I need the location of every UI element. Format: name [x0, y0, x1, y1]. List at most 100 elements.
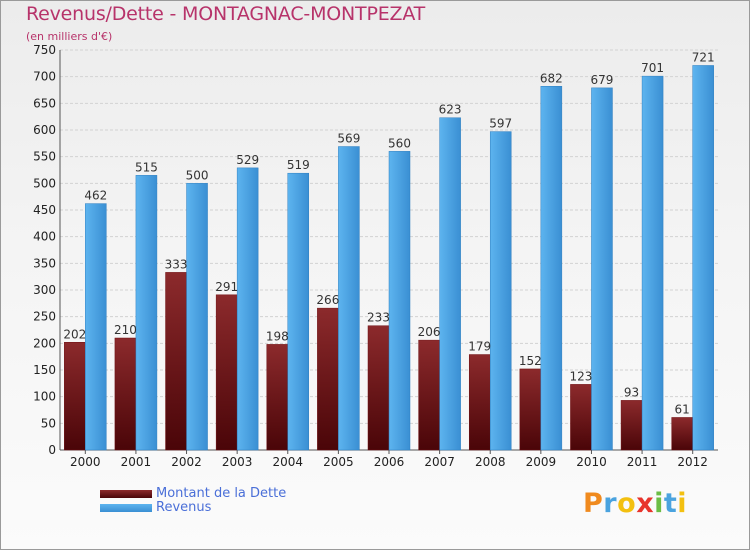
data-label-revenus: 529 [236, 153, 259, 167]
data-label-dette: 179 [468, 340, 491, 354]
data-label-dette: 266 [316, 293, 339, 307]
x-tick-label: 2011 [627, 455, 658, 469]
x-tick-label: 2009 [526, 455, 557, 469]
data-label-dette: 206 [418, 325, 441, 339]
bar-revenus [540, 86, 563, 451]
x-tick-label: 2003 [222, 455, 253, 469]
data-label-revenus: 701 [641, 61, 664, 75]
legend-swatch-dette [100, 490, 152, 498]
y-tick-label: 0 [48, 443, 56, 457]
chart-subtitle: (en milliers d'€) [26, 30, 113, 43]
x-tick-label: 2005 [323, 455, 354, 469]
data-label-dette: 291 [215, 280, 238, 294]
bar-revenus [692, 65, 714, 451]
legend-item-dette: Montant de la Dette [100, 487, 286, 501]
data-label-dette: 210 [114, 323, 137, 337]
logo-letter: x [636, 488, 655, 519]
bar-dette [418, 339, 440, 451]
x-tick-label: 2004 [272, 455, 303, 469]
proxiti-logo: Proxiti [583, 488, 687, 519]
y-tick-label: 600 [33, 123, 56, 137]
data-label-revenus: 462 [84, 189, 107, 203]
x-tick-label: 2000 [70, 455, 101, 469]
data-label-dette: 61 [675, 402, 690, 416]
y-tick-label: 500 [33, 176, 56, 190]
y-tick-label: 200 [33, 336, 56, 350]
bar-revenus [338, 146, 360, 451]
bar-revenus [439, 117, 461, 451]
logo-letter: i [677, 488, 688, 519]
bar-dette [519, 368, 542, 451]
logo-letter: t [663, 488, 678, 519]
logo-letter: i [654, 488, 664, 519]
chart-title: Revenus/Dette - MONTAGNAC-MONTPEZAT [26, 3, 426, 25]
x-tick-label: 2006 [374, 455, 405, 469]
bar-dette [367, 325, 390, 451]
logo-letter: P [583, 488, 604, 519]
bar-revenus [388, 151, 411, 451]
data-label-dette: 202 [63, 327, 86, 341]
bar-revenus [85, 203, 107, 451]
data-label-dette: 123 [570, 369, 593, 383]
bar-revenus [641, 75, 664, 451]
bar-dette [114, 337, 137, 451]
data-label-revenus: 679 [591, 73, 614, 87]
bar-dette [165, 272, 187, 451]
y-tick-label: 350 [33, 256, 56, 270]
y-tick-label: 150 [33, 363, 56, 377]
bar-revenus [489, 131, 512, 451]
data-label-revenus: 623 [439, 103, 462, 117]
y-tick-label: 50 [41, 416, 56, 430]
x-tick-label: 2008 [475, 455, 506, 469]
logo-letter: r [603, 488, 618, 519]
x-tick-label: 2007 [424, 455, 455, 469]
x-tick-label: 2012 [677, 455, 708, 469]
bar-dette [317, 307, 339, 451]
data-label-revenus: 597 [489, 117, 512, 131]
bar-revenus [591, 87, 613, 451]
x-tick-label: 2001 [121, 455, 152, 469]
bar-dette [570, 384, 592, 451]
bar-dette [671, 417, 693, 451]
y-tick-label: 450 [33, 203, 56, 217]
bar-dette [215, 294, 238, 451]
legend-label-dette: Montant de la Dette [156, 486, 287, 501]
data-label-revenus: 519 [287, 158, 310, 172]
legend-swatch-revenus [100, 504, 152, 512]
bar-revenus [135, 175, 158, 451]
data-label-dette: 333 [165, 257, 188, 271]
data-label-revenus: 721 [692, 50, 715, 64]
y-tick-label: 250 [33, 310, 56, 324]
data-label-revenus: 560 [388, 136, 411, 150]
y-tick-label: 700 [33, 70, 56, 84]
bar-dette [468, 354, 491, 451]
bar-revenus [287, 172, 310, 451]
data-label-dette: 152 [519, 354, 542, 368]
x-tick-label: 2010 [576, 455, 607, 469]
data-label-dette: 93 [624, 385, 639, 399]
data-label-dette: 233 [367, 311, 390, 325]
y-tick-label: 650 [33, 96, 56, 110]
bar-dette [266, 344, 289, 451]
y-tick-label: 400 [33, 230, 56, 244]
x-tick-label: 2002 [171, 455, 202, 469]
data-label-dette: 198 [266, 329, 289, 343]
logo-letter: o [617, 488, 637, 519]
bar-revenus [186, 183, 208, 451]
bar-revenus [236, 167, 259, 451]
data-label-revenus: 682 [540, 71, 563, 85]
data-label-revenus: 500 [186, 168, 209, 182]
chart-legend: Montant de la Dette Revenus [100, 487, 286, 515]
data-label-revenus: 569 [337, 132, 360, 146]
y-tick-label: 300 [33, 283, 56, 297]
legend-item-revenus: Revenus [100, 501, 286, 515]
y-tick-label: 100 [33, 390, 56, 404]
data-label-revenus: 515 [135, 160, 158, 174]
legend-label-revenus: Revenus [156, 500, 212, 515]
y-tick-label: 750 [33, 43, 56, 57]
bar-dette [64, 342, 86, 451]
y-tick-label: 550 [33, 150, 56, 164]
bar-dette [620, 400, 643, 451]
